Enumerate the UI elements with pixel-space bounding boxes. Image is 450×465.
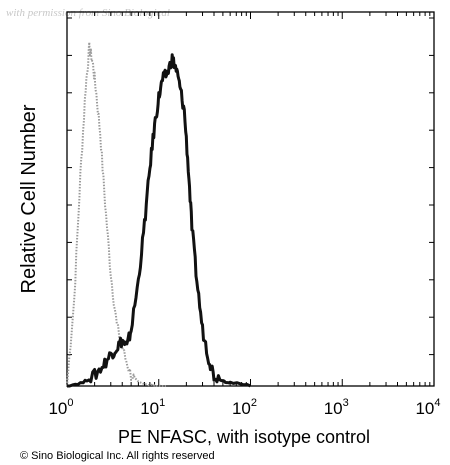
- y-axis-title: Relative Cell Number: [18, 104, 40, 293]
- x-axis-tick-labels: 100 101 102 103 104: [48, 397, 440, 418]
- x-axis-ticks: [66, 12, 431, 386]
- y-axis-ticks: [67, 17, 434, 356]
- x-tick-label: 102: [232, 397, 257, 418]
- series-layer: [66, 41, 252, 388]
- isotype-control-histogram: [66, 41, 166, 387]
- x-tick-label: 103: [324, 397, 349, 418]
- plot-frame: [66, 11, 435, 387]
- x-tick-label: 104: [415, 397, 440, 418]
- x-axis-title: PE NFASC, with isotype control: [118, 427, 370, 447]
- nfasc-histogram: [67, 53, 252, 388]
- x-tick-label: 100: [48, 397, 73, 418]
- x-tick-label: 101: [140, 397, 165, 418]
- watermark-text: with permission from Sino Biological: [6, 7, 170, 19]
- copyright-text: © Sino Biological Inc. All rights reserv…: [20, 450, 215, 462]
